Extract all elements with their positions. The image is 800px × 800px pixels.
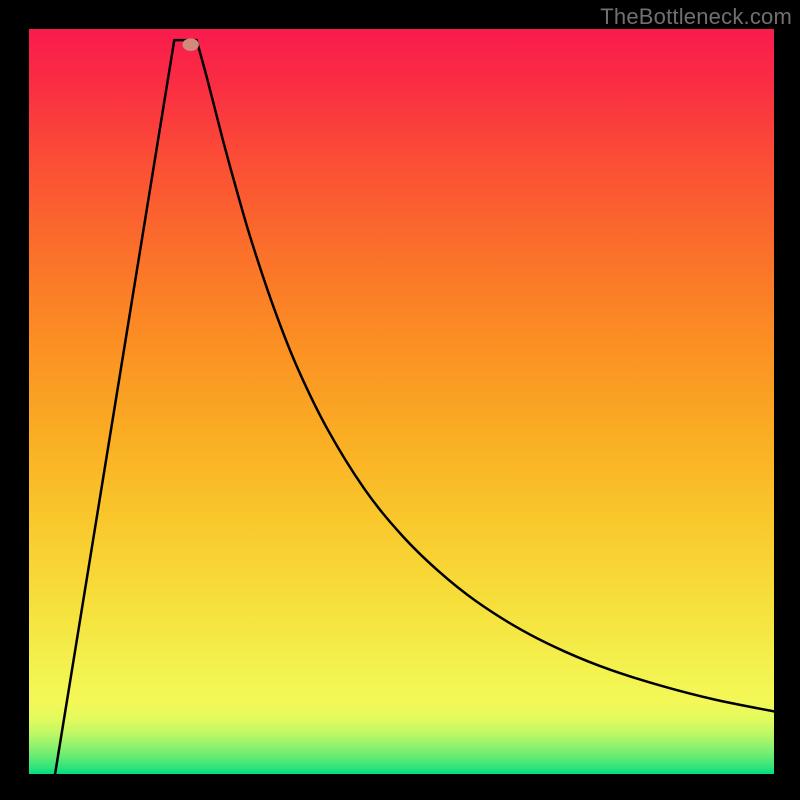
chart-svg — [29, 29, 774, 774]
plot-area — [29, 29, 774, 774]
optimal-point-marker — [182, 38, 198, 51]
watermark-text: TheBottleneck.com — [600, 4, 792, 30]
gradient-background — [29, 29, 774, 774]
